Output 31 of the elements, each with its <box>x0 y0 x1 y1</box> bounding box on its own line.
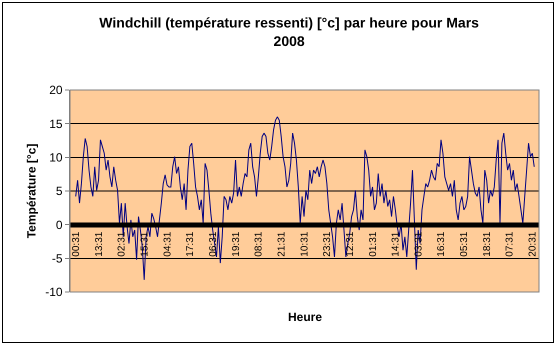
y-tick-label: 5 <box>56 184 63 198</box>
x-tick-label: 03:31 <box>413 231 424 257</box>
x-tick-label: 19:31 <box>230 231 242 257</box>
x-tick-label: 04:31 <box>162 231 174 257</box>
x-axis-title: Heure <box>288 310 322 324</box>
x-tick-label: 08:31 <box>254 231 265 257</box>
y-tick-label: 10 <box>49 150 63 165</box>
y-tick-label: 15 <box>49 116 63 131</box>
x-tick-label: 16:31 <box>436 231 448 257</box>
x-tick-label: 06:31 <box>208 231 219 257</box>
x-tick-label: 23:31 <box>322 231 334 257</box>
y-tick-label: -10 <box>45 285 63 300</box>
x-tick-label: 01:31 <box>368 231 379 257</box>
y-tick-label: 20 <box>49 83 63 98</box>
x-tick-label: 21:31 <box>276 231 288 257</box>
x-tick-label: 12:31 <box>344 231 356 257</box>
chart-title: Windchill (température ressenti) [°c] par heure pour Mars 2008 <box>99 14 480 49</box>
x-tick-label: 20:31 <box>528 231 539 257</box>
y-tick-label: -5 <box>52 252 63 266</box>
x-tick-label: 15:31 <box>139 231 150 257</box>
x-tick-label: 17:31 <box>185 231 196 257</box>
x-tick-label: 14:31 <box>390 231 402 257</box>
x-tick-label: 18:31 <box>482 231 493 257</box>
x-tick-label: 02:31 <box>116 231 128 257</box>
x-tick-label: 13:31 <box>94 231 105 257</box>
x-tick-label: 00:31 <box>70 231 82 257</box>
x-tick-label: 07:31 <box>504 231 516 257</box>
y-axis-title: Température [°c] <box>24 144 39 238</box>
x-tick-label: 05:31 <box>459 231 470 257</box>
x-tick-label: 10:31 <box>299 231 310 257</box>
y-tick-label: 0 <box>56 218 63 232</box>
